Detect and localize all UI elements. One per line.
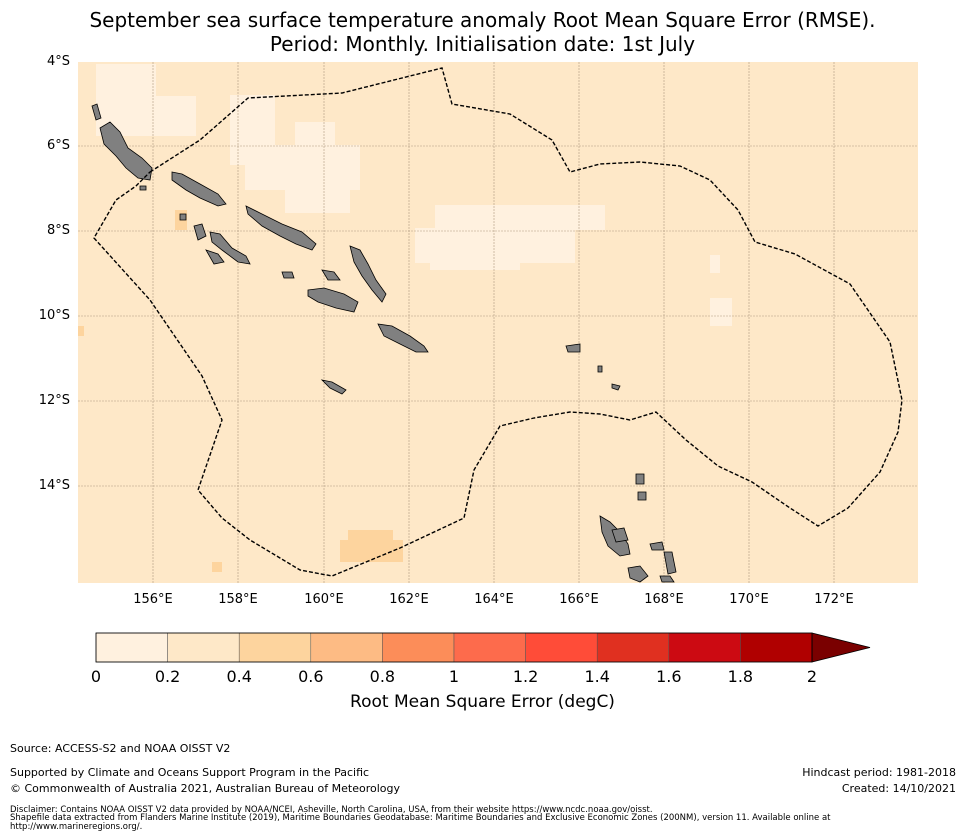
colorbar-segment bbox=[167, 632, 240, 663]
colorbar-label: Root Mean Square Error (degC) bbox=[350, 692, 615, 712]
low-rmse-patches bbox=[96, 64, 732, 326]
colorbar-segment bbox=[525, 632, 598, 663]
disclaimer-line-2: Shapefile data extracted from Flanders M… bbox=[10, 813, 831, 823]
colorbar-tick-label: 1.4 bbox=[584, 667, 610, 686]
lat-label: 12°S bbox=[38, 393, 70, 408]
disclaimer-line-1: Disclaimer: Contains NOAA OISST V2 data … bbox=[10, 805, 653, 815]
lat-label: 10°S bbox=[38, 308, 70, 323]
colorbar-tick-label: 1 bbox=[448, 667, 460, 686]
hindcast-period: Hindcast period: 1981-2018 bbox=[802, 766, 956, 779]
colorbar-segment bbox=[596, 632, 670, 663]
colorbar bbox=[95, 632, 871, 663]
lon-label: 168°E bbox=[644, 592, 684, 607]
colorbar-tick-label: 0.2 bbox=[154, 667, 181, 686]
colorbar-segment bbox=[668, 632, 741, 663]
colorbar-segment bbox=[453, 632, 526, 663]
support-text: Supported by Climate and Oceans Support … bbox=[10, 766, 370, 779]
ocean-background bbox=[78, 62, 918, 583]
lon-label: 172°E bbox=[814, 592, 854, 607]
colorbar-outline bbox=[95, 632, 813, 663]
disclaimer-line-3: http://www.marineregions.org/. bbox=[10, 822, 143, 832]
colorbar-tick-label: 0.4 bbox=[226, 667, 252, 686]
mid-rmse-patches bbox=[78, 210, 403, 572]
source-text: Source: ACCESS-S2 and NOAA OISST V2 bbox=[10, 742, 231, 755]
chart-title: September sea surface temperature anomal… bbox=[89, 8, 876, 32]
colorbar-tick-label: 1.8 bbox=[727, 667, 754, 686]
lon-label: 156°E bbox=[133, 592, 173, 607]
lat-label: 14°S bbox=[38, 478, 70, 493]
colorbar-tick-label: 2 bbox=[806, 667, 818, 686]
colorbar-extend-arrow bbox=[811, 632, 871, 663]
copyright-text: © Commonwealth of Australia 2021, Austra… bbox=[10, 782, 400, 795]
colorbar-tick-label: 0 bbox=[90, 667, 102, 686]
colorbar-segment bbox=[382, 632, 455, 663]
rmse-map bbox=[78, 62, 918, 583]
colorbar-segment bbox=[740, 632, 813, 663]
land-masses bbox=[91, 103, 677, 583]
lon-label: 160°E bbox=[304, 592, 344, 607]
colorbar-segment bbox=[238, 632, 312, 663]
gridlines bbox=[78, 62, 918, 583]
colorbar-tick-label: 1.2 bbox=[512, 667, 539, 686]
lon-label: 158°E bbox=[218, 592, 258, 607]
colorbar-tick-label: 0.6 bbox=[298, 667, 324, 686]
lat-label: 4°S bbox=[46, 54, 70, 69]
created-date: Created: 14/10/2021 bbox=[841, 782, 956, 795]
lat-label: 8°S bbox=[46, 223, 70, 238]
colorbar-tick-label: 1.6 bbox=[656, 667, 682, 686]
colorbar-tick-label: 0.8 bbox=[369, 667, 396, 686]
colorbar-segment bbox=[310, 632, 383, 663]
colorbar-segment bbox=[95, 632, 168, 663]
lon-label: 166°E bbox=[559, 592, 599, 607]
lat-label: 6°S bbox=[46, 138, 70, 153]
chart-subtitle: Period: Monthly. Initialisation date: 1s… bbox=[269, 32, 696, 56]
lon-label: 162°E bbox=[389, 592, 429, 607]
lon-label: 164°E bbox=[474, 592, 514, 607]
lon-label: 170°E bbox=[729, 592, 769, 607]
